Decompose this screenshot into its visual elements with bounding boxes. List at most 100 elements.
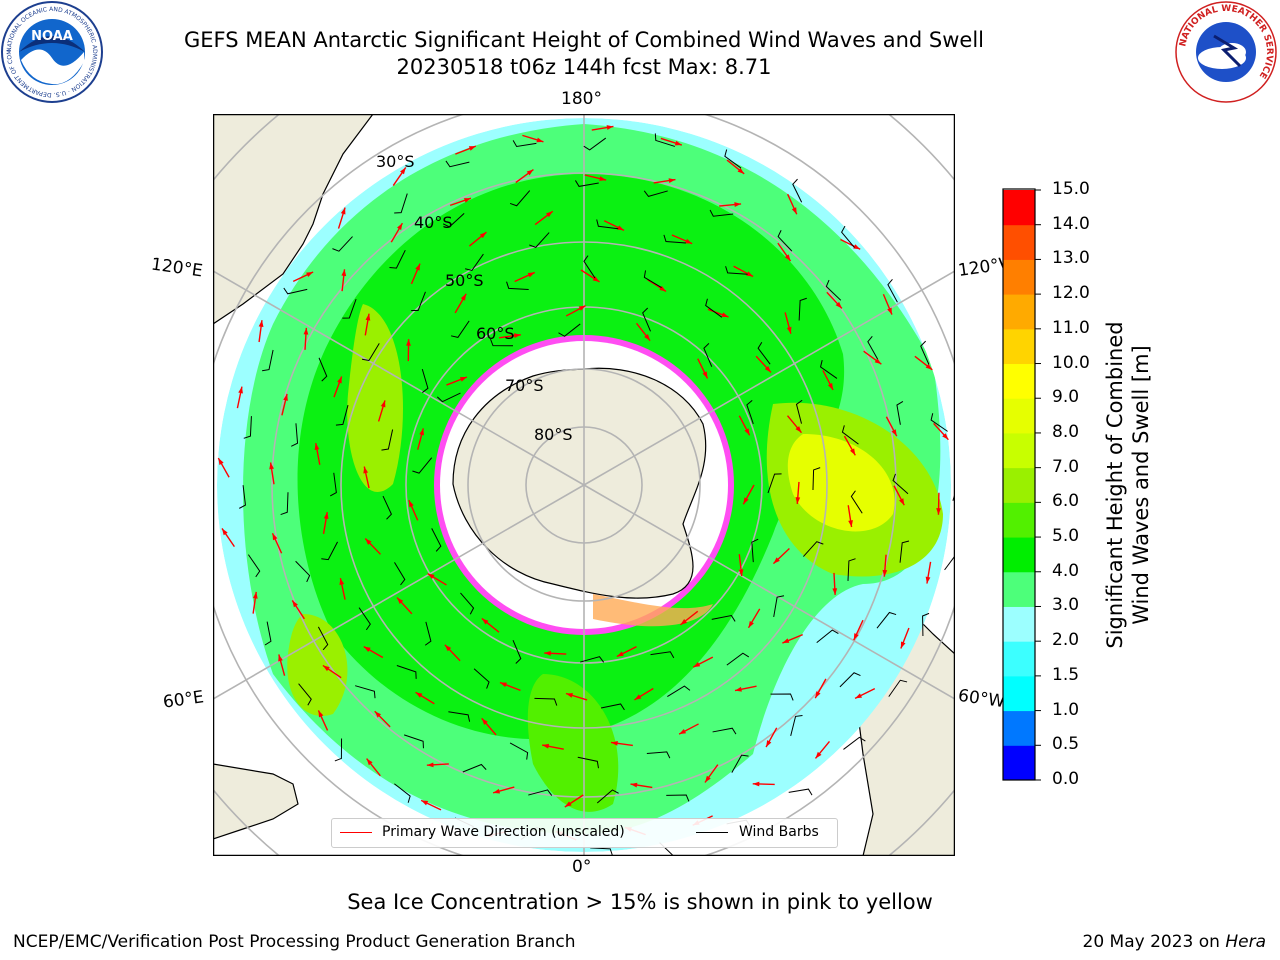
wave-arrow-head bbox=[303, 327, 309, 335]
wind-barb bbox=[596, 219, 619, 230]
colorbar-tick-label: 13.0 bbox=[1052, 248, 1090, 269]
colorbar-title: Significant Height of Combined Wind Wave… bbox=[1102, 275, 1154, 695]
wave-arrow-head bbox=[674, 140, 682, 146]
wind-barb bbox=[291, 423, 299, 447]
wind-barb bbox=[930, 413, 948, 432]
colorbar-tick-label: 0.0 bbox=[1052, 769, 1080, 789]
wave-arrow-head bbox=[397, 223, 403, 231]
footer-date: 20 May 2023 on Hera bbox=[1083, 932, 1267, 952]
wave-arrow-head bbox=[734, 202, 742, 207]
colorbar-band bbox=[1003, 259, 1035, 295]
wind-barb bbox=[795, 399, 803, 424]
colorbar-tick-label: 9.0 bbox=[1052, 387, 1080, 408]
wave-arrow-head bbox=[564, 801, 572, 808]
colorbar-title-line2: Wind Waves and Swell [m] bbox=[1129, 345, 1153, 625]
footer-credit: NCEP/EMC/Verification Post Processing Pr… bbox=[13, 932, 576, 952]
wind-barb bbox=[705, 298, 723, 318]
wind-barb bbox=[361, 343, 380, 362]
wave-arrow-head bbox=[322, 665, 330, 672]
wave-arrow-head bbox=[702, 371, 708, 379]
wave-arrow-head bbox=[815, 691, 821, 699]
wave-arrow-head bbox=[693, 661, 701, 668]
wave-arrow-head bbox=[782, 638, 790, 644]
wind-barb bbox=[888, 679, 908, 697]
wind-barb bbox=[534, 697, 558, 706]
wind-barb bbox=[770, 693, 794, 701]
wave-arrow-head bbox=[238, 386, 243, 394]
wave-arrow-head bbox=[513, 333, 521, 339]
wave-arrow-head bbox=[679, 728, 687, 735]
wave-arrow-head bbox=[463, 198, 471, 203]
wind-barb bbox=[460, 592, 475, 615]
wave-arrow-head bbox=[544, 650, 551, 656]
wave-arrow-head bbox=[874, 358, 882, 365]
wind-barb bbox=[421, 368, 429, 393]
colorbar-tick-label: 4.0 bbox=[1052, 560, 1080, 581]
wave-arrow-head bbox=[363, 466, 369, 474]
wind-barb bbox=[788, 788, 813, 796]
wave-arrow-head bbox=[526, 169, 534, 176]
wave-direction-legend-label: Primary Wave Direction (unscaled) bbox=[382, 824, 625, 840]
colorbar-tick-label: 1.5 bbox=[1052, 664, 1080, 685]
wave-arrow-head bbox=[306, 271, 314, 277]
sea-ice-note: Sea Ice Concentration > 15% is shown in … bbox=[347, 890, 933, 914]
colorbar-tick-label: 14.0 bbox=[1052, 213, 1090, 234]
wind-barb bbox=[777, 230, 793, 252]
wave-arrow-head bbox=[283, 393, 288, 401]
wind-barb bbox=[899, 540, 910, 563]
wave-arrow-head bbox=[791, 207, 797, 215]
wave-arrow-head bbox=[536, 137, 544, 143]
wind-barb bbox=[711, 614, 736, 622]
colorbar-tick-label: 11.0 bbox=[1052, 317, 1090, 338]
wave-arrow-head bbox=[606, 125, 614, 130]
colorbar-tick-label: 0.5 bbox=[1052, 734, 1080, 755]
wind-barb bbox=[490, 338, 514, 347]
wind-barb bbox=[334, 738, 343, 762]
footer-date-text: 20 May 2023 on bbox=[1082, 932, 1226, 952]
figure-title: GEFS MEAN Antarctic Significant Height o… bbox=[183, 28, 985, 52]
noaa-logo: NATIONAL OCEANIC AND ATMOSPHERIC ADMINIS… bbox=[0, 0, 103, 103]
wind-barb bbox=[358, 607, 371, 631]
wind-barb bbox=[295, 560, 311, 583]
wind-barb bbox=[812, 467, 821, 490]
wind-barb bbox=[825, 279, 842, 301]
colorbar-band bbox=[1003, 675, 1035, 712]
colorbar-band bbox=[1003, 190, 1035, 226]
wind-barb bbox=[867, 336, 879, 360]
wave-arrow-head bbox=[773, 557, 780, 564]
lat-label-50s: 50°S bbox=[445, 271, 484, 290]
wind-barb bbox=[436, 392, 461, 403]
wind-barb bbox=[394, 193, 408, 214]
wind-barb bbox=[528, 789, 553, 796]
footer-host: Hera bbox=[1225, 932, 1266, 952]
wind-barb bbox=[843, 736, 866, 750]
lat-label-70s: 70°S bbox=[505, 376, 544, 395]
wind-barb bbox=[590, 847, 613, 856]
wave-arrow-head bbox=[766, 740, 772, 748]
wind-barb bbox=[332, 236, 353, 252]
wind-barb bbox=[596, 789, 619, 804]
wind-barb-legend-label: Wind Barbs bbox=[739, 824, 819, 840]
wind-barb bbox=[773, 595, 785, 617]
wave-arrow-head bbox=[734, 686, 742, 692]
wind-barb bbox=[666, 794, 690, 802]
wind-barb bbox=[944, 555, 955, 571]
figure-subtitle: 20230518 t06z 144h fcst Max: 8.71 bbox=[396, 55, 772, 79]
colorbar-tick-label: 15.0 bbox=[1052, 179, 1090, 199]
wind-barb bbox=[529, 232, 550, 248]
wave-arrow-head bbox=[499, 682, 507, 688]
wind-barb bbox=[394, 783, 411, 803]
wind-barb bbox=[355, 685, 376, 699]
wind-barb bbox=[512, 640, 522, 664]
wave-arrow-head bbox=[848, 520, 853, 527]
wind-barb-legend-swatch bbox=[696, 832, 728, 833]
wind-barb bbox=[850, 490, 863, 514]
wave-arrow-head bbox=[900, 641, 906, 649]
wind-barb bbox=[506, 281, 529, 290]
wave-arrow-head bbox=[459, 376, 467, 382]
wave-arrow-head bbox=[221, 528, 228, 536]
wind-barb bbox=[583, 255, 596, 279]
wind-barb bbox=[411, 291, 426, 311]
wave-arrow-head bbox=[339, 578, 345, 586]
wave-arrow-head bbox=[853, 244, 861, 250]
